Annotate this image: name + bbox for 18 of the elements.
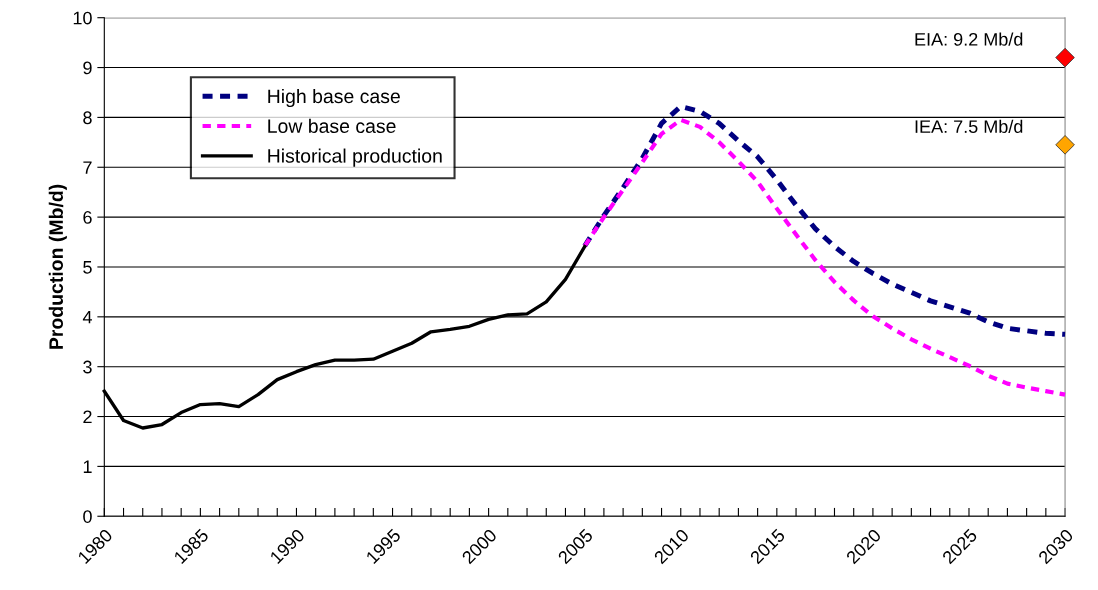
legend-label: Low base case bbox=[268, 118, 396, 134]
y-tick-label: 8 bbox=[83, 111, 92, 125]
y-axis-title: Production (Mb/d) bbox=[48, 184, 67, 349]
y-tick-label: 10 bbox=[73, 11, 92, 25]
y-tick-label: 4 bbox=[82, 310, 92, 324]
y-tick-label: 6 bbox=[83, 211, 92, 224]
y-tick-label: 9 bbox=[83, 61, 92, 75]
y-tick-label: 3 bbox=[83, 360, 92, 374]
y-tick-label: 0 bbox=[83, 510, 92, 523]
legend-label: High base case bbox=[268, 88, 400, 108]
legend-label: Historical production bbox=[268, 148, 442, 167]
y-tick-label: 1 bbox=[83, 460, 92, 473]
line-series bbox=[582, 117, 1068, 397]
y-tick-label: 5 bbox=[83, 261, 92, 274]
annotation: IEA: 7.5 Mb/d bbox=[915, 119, 1023, 134]
annotation: EIA: 9.2 Mb/d bbox=[915, 32, 1023, 46]
y-tick-label: 7 bbox=[83, 161, 92, 174]
y-tick-label: 2 bbox=[83, 410, 92, 424]
